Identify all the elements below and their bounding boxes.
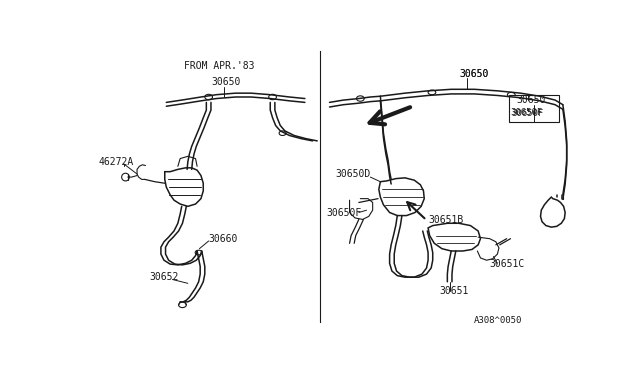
Text: 30650: 30650 [516, 95, 546, 105]
Text: 30650F: 30650F [511, 108, 543, 117]
Text: 30650: 30650 [459, 69, 488, 79]
Text: FROM APR.'83: FROM APR.'83 [184, 61, 255, 71]
Text: 46272A: 46272A [99, 157, 134, 167]
Text: 30651: 30651 [440, 286, 469, 296]
FancyBboxPatch shape [509, 95, 559, 122]
Text: 30650F: 30650F [326, 208, 362, 218]
Text: 30650: 30650 [211, 77, 241, 87]
Text: 30650D: 30650D [336, 169, 371, 179]
Text: 30651B: 30651B [428, 215, 463, 225]
Text: 30651C: 30651C [490, 259, 525, 269]
Text: 30652: 30652 [149, 272, 179, 282]
Text: A308^0050: A308^0050 [474, 316, 523, 325]
Text: 30660: 30660 [209, 234, 238, 244]
Text: 30650F: 30650F [511, 109, 543, 118]
Text: 30650: 30650 [459, 69, 488, 79]
